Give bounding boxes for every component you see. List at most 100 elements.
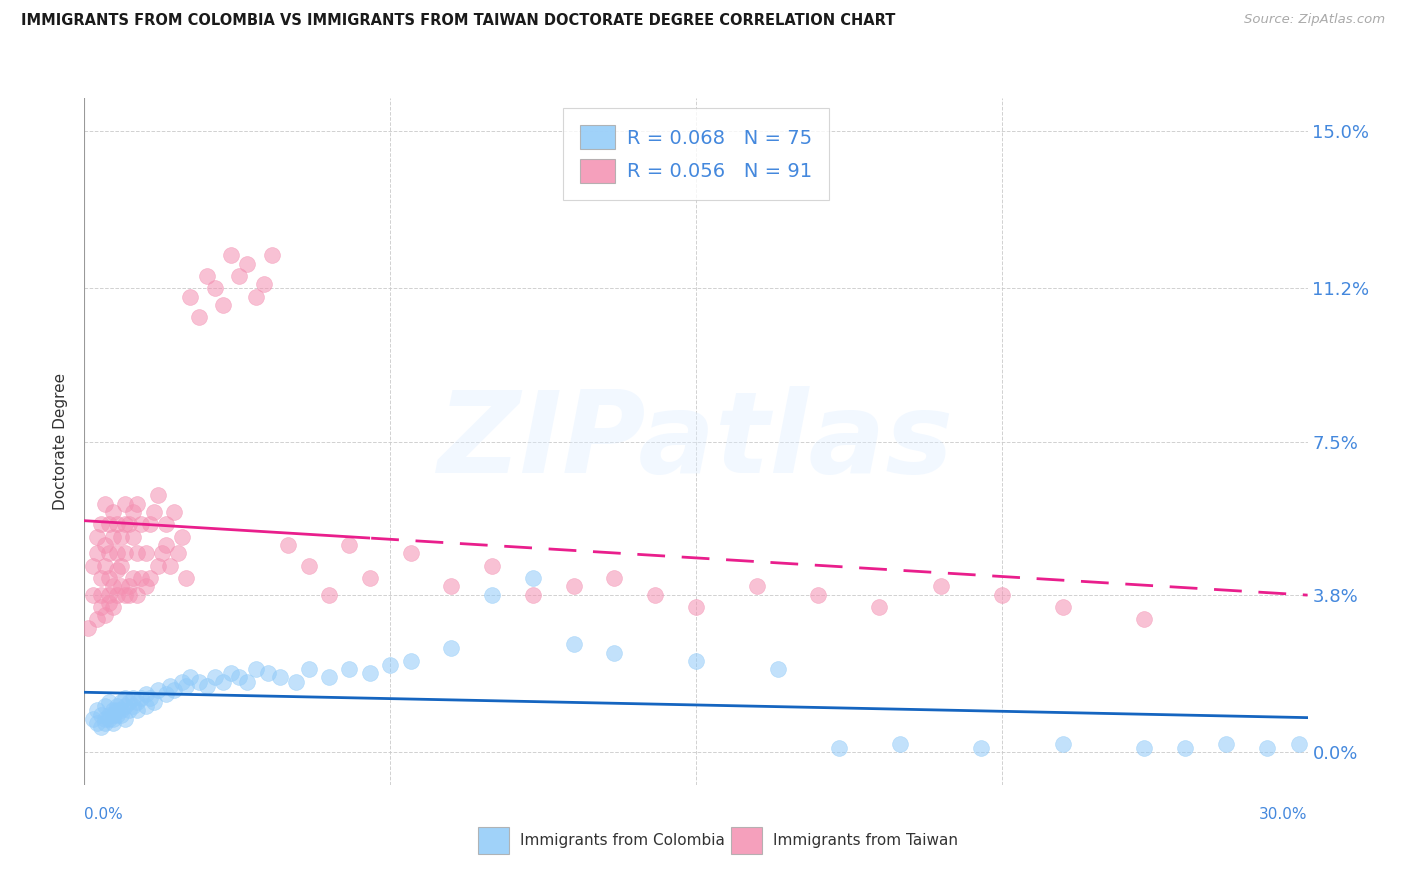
Point — [318, 670, 340, 684]
Point — [929, 579, 952, 593]
Point — [146, 558, 169, 573]
Point — [828, 740, 851, 755]
Legend: R = 0.068   N = 75, R = 0.056   N = 91: R = 0.068 N = 75, R = 0.056 N = 91 — [562, 108, 830, 200]
Point — [991, 588, 1014, 602]
Point — [105, 588, 128, 602]
Point — [90, 600, 112, 615]
Point — [228, 268, 250, 283]
Point — [142, 505, 165, 519]
Point — [1215, 737, 1237, 751]
Point — [138, 517, 160, 532]
Point — [110, 695, 132, 709]
Point — [118, 704, 141, 718]
Point — [131, 517, 153, 532]
Point — [522, 571, 544, 585]
Point — [118, 517, 141, 532]
Point — [127, 497, 149, 511]
Point — [236, 257, 259, 271]
Point — [399, 546, 422, 560]
Point — [1174, 740, 1197, 755]
Point — [101, 707, 124, 722]
Point — [236, 674, 259, 689]
Point — [359, 666, 381, 681]
Point — [179, 670, 201, 684]
Point — [114, 691, 136, 706]
Point — [150, 546, 173, 560]
Point — [105, 517, 128, 532]
Point — [127, 704, 149, 718]
Text: IMMIGRANTS FROM COLOMBIA VS IMMIGRANTS FROM TAIWAN DOCTORATE DEGREE CORRELATION : IMMIGRANTS FROM COLOMBIA VS IMMIGRANTS F… — [21, 13, 896, 29]
Point — [269, 670, 291, 684]
Point — [97, 707, 120, 722]
Y-axis label: Doctorate Degree: Doctorate Degree — [53, 373, 69, 510]
Point — [138, 691, 160, 706]
Point — [86, 546, 108, 560]
Point — [90, 517, 112, 532]
Point — [110, 558, 132, 573]
Point — [253, 277, 276, 292]
Point — [204, 670, 226, 684]
Point — [122, 571, 145, 585]
Point — [318, 588, 340, 602]
Point — [219, 666, 242, 681]
Point — [155, 517, 177, 532]
Point — [93, 558, 117, 573]
Point — [807, 588, 830, 602]
Point — [86, 612, 108, 626]
Point — [101, 704, 124, 718]
Point — [122, 505, 145, 519]
Point — [97, 712, 120, 726]
Point — [1256, 740, 1278, 755]
Point — [101, 715, 124, 730]
Point — [118, 579, 141, 593]
Point — [86, 704, 108, 718]
Point — [228, 670, 250, 684]
Point — [97, 695, 120, 709]
Point — [101, 712, 124, 726]
Point — [97, 588, 120, 602]
Point — [90, 571, 112, 585]
Point — [127, 546, 149, 560]
Point — [1288, 737, 1310, 751]
Point — [127, 588, 149, 602]
Text: Source: ZipAtlas.com: Source: ZipAtlas.com — [1244, 13, 1385, 27]
Point — [889, 737, 911, 751]
Point — [86, 530, 108, 544]
Point — [970, 740, 993, 755]
Point — [766, 662, 789, 676]
Point — [114, 546, 136, 560]
Point — [118, 695, 141, 709]
Point — [110, 704, 132, 718]
Point — [163, 505, 186, 519]
Point — [172, 530, 194, 544]
Point — [114, 712, 136, 726]
Point — [77, 621, 100, 635]
Point — [82, 588, 104, 602]
Point — [159, 558, 181, 573]
Point — [245, 662, 267, 676]
Point — [135, 699, 157, 714]
Point — [163, 682, 186, 697]
Point — [93, 608, 117, 623]
Point — [1133, 740, 1156, 755]
Point — [562, 637, 585, 651]
Point — [97, 546, 120, 560]
Point — [142, 695, 165, 709]
Point — [105, 704, 128, 718]
Point — [114, 588, 136, 602]
Point — [440, 641, 463, 656]
Point — [90, 720, 112, 734]
Point — [110, 530, 132, 544]
Point — [90, 588, 112, 602]
Point — [122, 530, 145, 544]
Text: ZIPatlas: ZIPatlas — [437, 386, 955, 497]
Point — [212, 298, 235, 312]
Point — [339, 662, 361, 676]
Point — [101, 530, 124, 544]
Point — [1052, 600, 1074, 615]
Point — [93, 715, 117, 730]
Point — [93, 538, 117, 552]
Point — [176, 679, 198, 693]
Point — [562, 579, 585, 593]
Point — [1052, 737, 1074, 751]
